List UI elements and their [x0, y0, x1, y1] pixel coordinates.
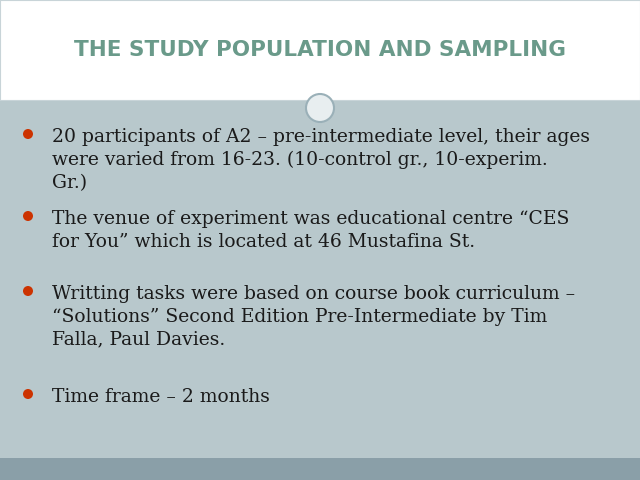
Circle shape [23, 389, 33, 399]
Text: Writting tasks were based on course book curriculum –
“Solutions” Second Edition: Writting tasks were based on course book… [52, 285, 575, 349]
Bar [0, 458, 640, 480]
Circle shape [23, 129, 33, 139]
Circle shape [23, 286, 33, 296]
Text: The venue of experiment was educational centre “CES
for You” which is located at: The venue of experiment was educational … [52, 210, 570, 251]
Text: Time frame – 2 months: Time frame – 2 months [52, 388, 270, 406]
Bar [0, 100, 640, 458]
Text: 20 participants of A2 – pre-intermediate level, their ages
were varied from 16-2: 20 participants of A2 – pre-intermediate… [52, 128, 590, 192]
Bar [0, 0, 640, 100]
Text: THE STUDY POPULATION AND SAMPLING: THE STUDY POPULATION AND SAMPLING [74, 40, 566, 60]
Circle shape [23, 211, 33, 221]
Circle shape [306, 94, 334, 122]
